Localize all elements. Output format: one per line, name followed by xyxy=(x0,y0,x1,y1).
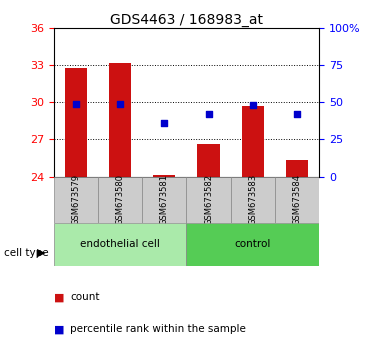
Bar xyxy=(186,177,231,223)
Bar xyxy=(142,177,186,223)
Bar xyxy=(54,223,186,266)
Bar xyxy=(65,68,87,177)
Point xyxy=(206,112,211,117)
Text: ■: ■ xyxy=(54,324,64,334)
Point xyxy=(294,112,300,117)
Bar xyxy=(286,160,308,177)
Text: GSM673584: GSM673584 xyxy=(292,175,302,225)
Point xyxy=(161,120,167,126)
Bar xyxy=(231,177,275,223)
Text: percentile rank within the sample: percentile rank within the sample xyxy=(70,324,246,334)
Text: ■: ■ xyxy=(54,292,64,302)
Point xyxy=(73,101,79,107)
Bar xyxy=(98,177,142,223)
Bar xyxy=(275,177,319,223)
Text: GSM673582: GSM673582 xyxy=(204,175,213,225)
Text: cell type: cell type xyxy=(4,248,48,258)
Text: GSM673580: GSM673580 xyxy=(116,175,125,225)
Text: GSM673579: GSM673579 xyxy=(71,175,81,225)
Title: GDS4463 / 168983_at: GDS4463 / 168983_at xyxy=(110,13,263,27)
Bar xyxy=(54,177,98,223)
Point xyxy=(250,103,256,108)
Bar xyxy=(186,223,319,266)
Text: ▶: ▶ xyxy=(37,248,46,258)
Point xyxy=(117,101,123,107)
Bar xyxy=(109,63,131,177)
Bar xyxy=(197,144,220,177)
Bar xyxy=(242,106,264,177)
Text: GSM673583: GSM673583 xyxy=(248,174,257,225)
Bar xyxy=(153,175,175,177)
Text: control: control xyxy=(234,239,271,249)
Text: GSM673581: GSM673581 xyxy=(160,175,169,225)
Text: count: count xyxy=(70,292,100,302)
Text: endothelial cell: endothelial cell xyxy=(80,239,160,249)
